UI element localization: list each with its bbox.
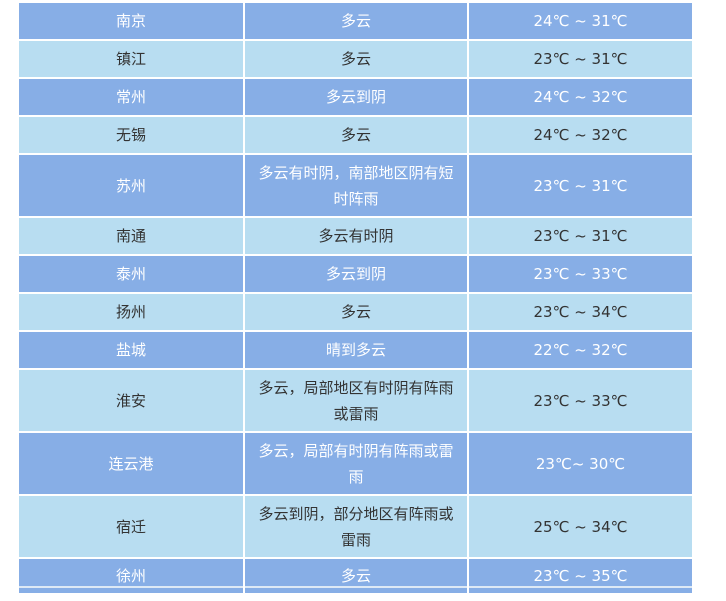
- temperature-cell: 23℃ ~ 33℃: [469, 370, 692, 431]
- table-row: 常州 多云到阴 24℃ ~ 32℃: [19, 79, 692, 115]
- city-cell: 连云港: [19, 433, 243, 494]
- temperature-cell: 23℃ ~ 34℃: [469, 294, 692, 330]
- weather-table-container: 南京 多云 24℃ ~ 31℃ 镇江 多云 23℃ ~ 31℃ 常州 多云到阴 24℃ ~ 32…: [17, 1, 694, 595]
- weather-cell: 多云: [245, 3, 467, 39]
- temperature-cell: 24℃ ~ 32℃: [469, 79, 692, 115]
- weather-cell: 多云到阴: [245, 256, 467, 292]
- table-row: 盐城 晴到多云 22℃ ~ 32℃: [19, 332, 692, 368]
- weather-cell: 多云: [245, 41, 467, 77]
- table-row: 扬州 多云 23℃ ~ 34℃: [19, 294, 692, 330]
- table-row: 泰州 多云到阴 23℃ ~ 33℃: [19, 256, 692, 292]
- weather-cell: 多云: [245, 117, 467, 153]
- weather-cell: 多云到阴，部分地区有阵雨或雷雨: [245, 496, 467, 557]
- city-cell: 泰州: [19, 256, 243, 292]
- city-cell: 徐州: [19, 559, 243, 593]
- weather-cell: 多云: [245, 559, 467, 593]
- temperature-cell: 25℃ ~ 34℃: [469, 496, 692, 557]
- temperature-cell: 22℃ ~ 32℃: [469, 332, 692, 368]
- temperature-cell: 23℃ ~ 31℃: [469, 218, 692, 254]
- city-cell: 盐城: [19, 332, 243, 368]
- city-cell: 南通: [19, 218, 243, 254]
- city-cell: 扬州: [19, 294, 243, 330]
- city-cell: 苏州: [19, 155, 243, 216]
- table-row: 镇江 多云 23℃ ~ 31℃: [19, 41, 692, 77]
- temperature-cell: 23℃~ 30℃: [469, 433, 692, 494]
- temperature-cell: 24℃ ~ 32℃: [469, 117, 692, 153]
- weather-cell: 多云有时阴，南部地区阴有短时阵雨: [245, 155, 467, 216]
- temperature-cell: 24℃ ~ 31℃: [469, 3, 692, 39]
- weather-cell: 多云: [245, 294, 467, 330]
- table-row: 苏州 多云有时阴，南部地区阴有短时阵雨 23℃ ~ 31℃: [19, 155, 692, 216]
- table-row: 无锡 多云 24℃ ~ 32℃: [19, 117, 692, 153]
- weather-cell: 多云，局部地区有时阴有阵雨或雷雨: [245, 370, 467, 431]
- temperature-cell: 23℃ ~ 33℃: [469, 256, 692, 292]
- table-row: 徐州 多云 23℃ ~ 35℃: [19, 559, 692, 593]
- temperature-cell: 23℃ ~ 31℃: [469, 41, 692, 77]
- city-cell: 无锡: [19, 117, 243, 153]
- weather-cell: 多云有时阴: [245, 218, 467, 254]
- table-row: 宿迁 多云到阴，部分地区有阵雨或雷雨 25℃ ~ 34℃: [19, 496, 692, 557]
- table-row: 南京 多云 24℃ ~ 31℃: [19, 3, 692, 39]
- temperature-cell: 23℃ ~ 31℃: [469, 155, 692, 216]
- city-cell: 淮安: [19, 370, 243, 431]
- weather-forecast-table: 南京 多云 24℃ ~ 31℃ 镇江 多云 23℃ ~ 31℃ 常州 多云到阴 24℃ ~ 32…: [17, 1, 694, 595]
- city-cell: 南京: [19, 3, 243, 39]
- city-cell: 常州: [19, 79, 243, 115]
- weather-cell: 多云到阴: [245, 79, 467, 115]
- table-row: 淮安 多云，局部地区有时阴有阵雨或雷雨 23℃ ~ 33℃: [19, 370, 692, 431]
- table-row: 南通 多云有时阴 23℃ ~ 31℃: [19, 218, 692, 254]
- weather-cell: 多云，局部有时阴有阵雨或雷雨: [245, 433, 467, 494]
- weather-cell: 晴到多云: [245, 332, 467, 368]
- temperature-cell: 23℃ ~ 35℃: [469, 559, 692, 593]
- table-row: 连云港 多云，局部有时阴有阵雨或雷雨 23℃~ 30℃: [19, 433, 692, 494]
- city-cell: 镇江: [19, 41, 243, 77]
- city-cell: 宿迁: [19, 496, 243, 557]
